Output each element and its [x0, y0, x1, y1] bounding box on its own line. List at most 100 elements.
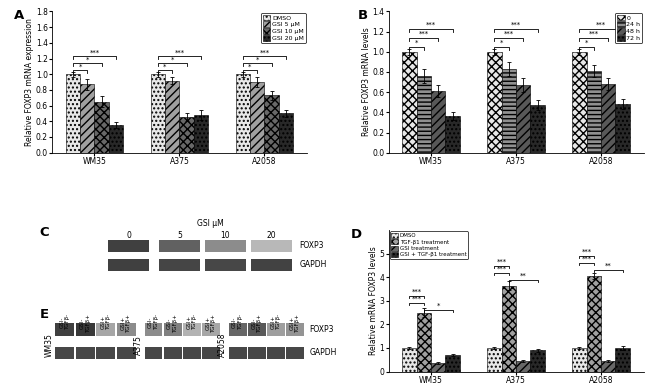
Text: GSI+
TGFβ+: GSI+ TGFβ+ — [121, 314, 131, 332]
Text: ***: *** — [511, 21, 521, 28]
Text: *: * — [585, 40, 588, 46]
Text: ***: *** — [90, 49, 99, 56]
Text: *: * — [163, 64, 166, 69]
Text: 10: 10 — [220, 231, 230, 241]
Bar — [159, 259, 200, 271]
Text: D: D — [350, 228, 361, 241]
Bar — [487, 348, 502, 372]
Text: C: C — [39, 226, 49, 239]
Bar — [279, 113, 293, 153]
Bar — [108, 259, 149, 271]
Text: GSI-
TGFβ-: GSI- TGFβ- — [60, 314, 70, 330]
Y-axis label: Relative FOXP3 mRNA expression: Relative FOXP3 mRNA expression — [25, 18, 34, 146]
Bar — [75, 323, 95, 336]
Text: ***: *** — [497, 265, 506, 272]
Bar — [205, 259, 246, 271]
Bar — [530, 105, 545, 153]
Bar — [165, 80, 179, 153]
Text: ***: *** — [504, 31, 514, 37]
Text: WM35: WM35 — [44, 333, 53, 357]
Bar — [586, 276, 601, 372]
Text: ***: *** — [419, 31, 429, 37]
Text: ***: *** — [589, 31, 599, 37]
Bar — [235, 74, 250, 153]
Bar — [417, 313, 431, 372]
Bar — [267, 347, 285, 358]
Bar — [251, 259, 292, 271]
Text: *: * — [170, 56, 174, 62]
Bar — [94, 102, 109, 153]
Bar — [66, 74, 80, 153]
Legend: DMSO, GSI 5 μM, GSI 10 μM, GSI 20 μM: DMSO, GSI 5 μM, GSI 10 μM, GSI 20 μM — [261, 13, 306, 43]
Text: GSI μM: GSI μM — [197, 219, 224, 228]
Text: A: A — [14, 9, 24, 22]
Text: ***: *** — [582, 256, 592, 262]
Bar — [402, 52, 417, 153]
Text: ***: *** — [259, 49, 270, 56]
Text: GSI+
TGFβ-: GSI+ TGFβ- — [187, 314, 197, 330]
Text: FOXP3: FOXP3 — [309, 325, 334, 334]
Text: GSI-
TGFβ+: GSI- TGFβ+ — [80, 314, 90, 332]
Bar — [445, 355, 460, 372]
Bar — [572, 348, 586, 372]
Bar — [108, 240, 149, 252]
Bar — [205, 240, 246, 252]
Text: GSI+
TGFβ+: GSI+ TGFβ+ — [289, 314, 300, 332]
Bar — [417, 76, 431, 153]
Bar — [601, 84, 616, 153]
Bar — [109, 125, 124, 153]
Text: ***: *** — [174, 49, 185, 56]
Bar — [96, 347, 115, 358]
Text: ***: *** — [497, 259, 506, 264]
Text: **: ** — [520, 273, 526, 278]
Text: GAPDH: GAPDH — [309, 348, 337, 357]
Text: 20: 20 — [266, 231, 276, 241]
Bar — [250, 82, 265, 153]
Bar — [194, 115, 209, 153]
Text: ***: *** — [426, 21, 436, 28]
Text: GSI+
TGFβ-: GSI+ TGFβ- — [270, 314, 281, 330]
Bar — [601, 361, 616, 372]
Text: *: * — [437, 303, 440, 309]
Bar — [286, 323, 304, 336]
Bar — [248, 323, 266, 336]
Bar — [164, 323, 181, 336]
Text: *: * — [79, 64, 82, 69]
Bar — [487, 52, 502, 153]
Bar — [164, 347, 181, 358]
Text: GSI+
TGFβ-: GSI+ TGFβ- — [100, 314, 111, 330]
Bar — [251, 240, 292, 252]
Bar — [445, 116, 460, 153]
Bar — [265, 95, 279, 153]
Bar — [55, 323, 75, 336]
Text: *: * — [86, 56, 89, 62]
Bar — [144, 323, 162, 336]
Text: **: ** — [605, 263, 612, 269]
Text: *: * — [255, 56, 259, 62]
Bar — [159, 240, 200, 252]
Text: GSI-
TGFβ-: GSI- TGFβ- — [232, 314, 243, 330]
Text: *: * — [248, 64, 252, 69]
Text: ***: *** — [596, 21, 606, 28]
Bar — [516, 85, 530, 153]
Bar — [267, 323, 285, 336]
Bar — [431, 91, 445, 153]
Bar — [616, 348, 630, 372]
Bar — [402, 348, 417, 372]
Bar — [151, 74, 165, 153]
Y-axis label: Relative FOXP3 mRNA levels: Relative FOXP3 mRNA levels — [362, 28, 371, 136]
Bar — [586, 71, 601, 153]
Bar — [431, 363, 445, 372]
Text: GSI-
TGFβ-: GSI- TGFβ- — [148, 314, 159, 330]
Bar — [202, 347, 220, 358]
Bar — [183, 323, 201, 336]
Text: ***: *** — [582, 249, 592, 255]
Bar — [229, 323, 246, 336]
Text: GSI-
TGFβ+: GSI- TGFβ+ — [167, 314, 178, 332]
Bar — [502, 286, 516, 372]
Bar — [248, 347, 266, 358]
Text: GSI+
TGFβ+: GSI+ TGFβ+ — [205, 314, 216, 332]
Text: A375: A375 — [133, 335, 142, 355]
Legend: 0, 24 h, 48 h, 72 h: 0, 24 h, 48 h, 72 h — [615, 13, 642, 43]
Text: ***: *** — [411, 296, 422, 302]
